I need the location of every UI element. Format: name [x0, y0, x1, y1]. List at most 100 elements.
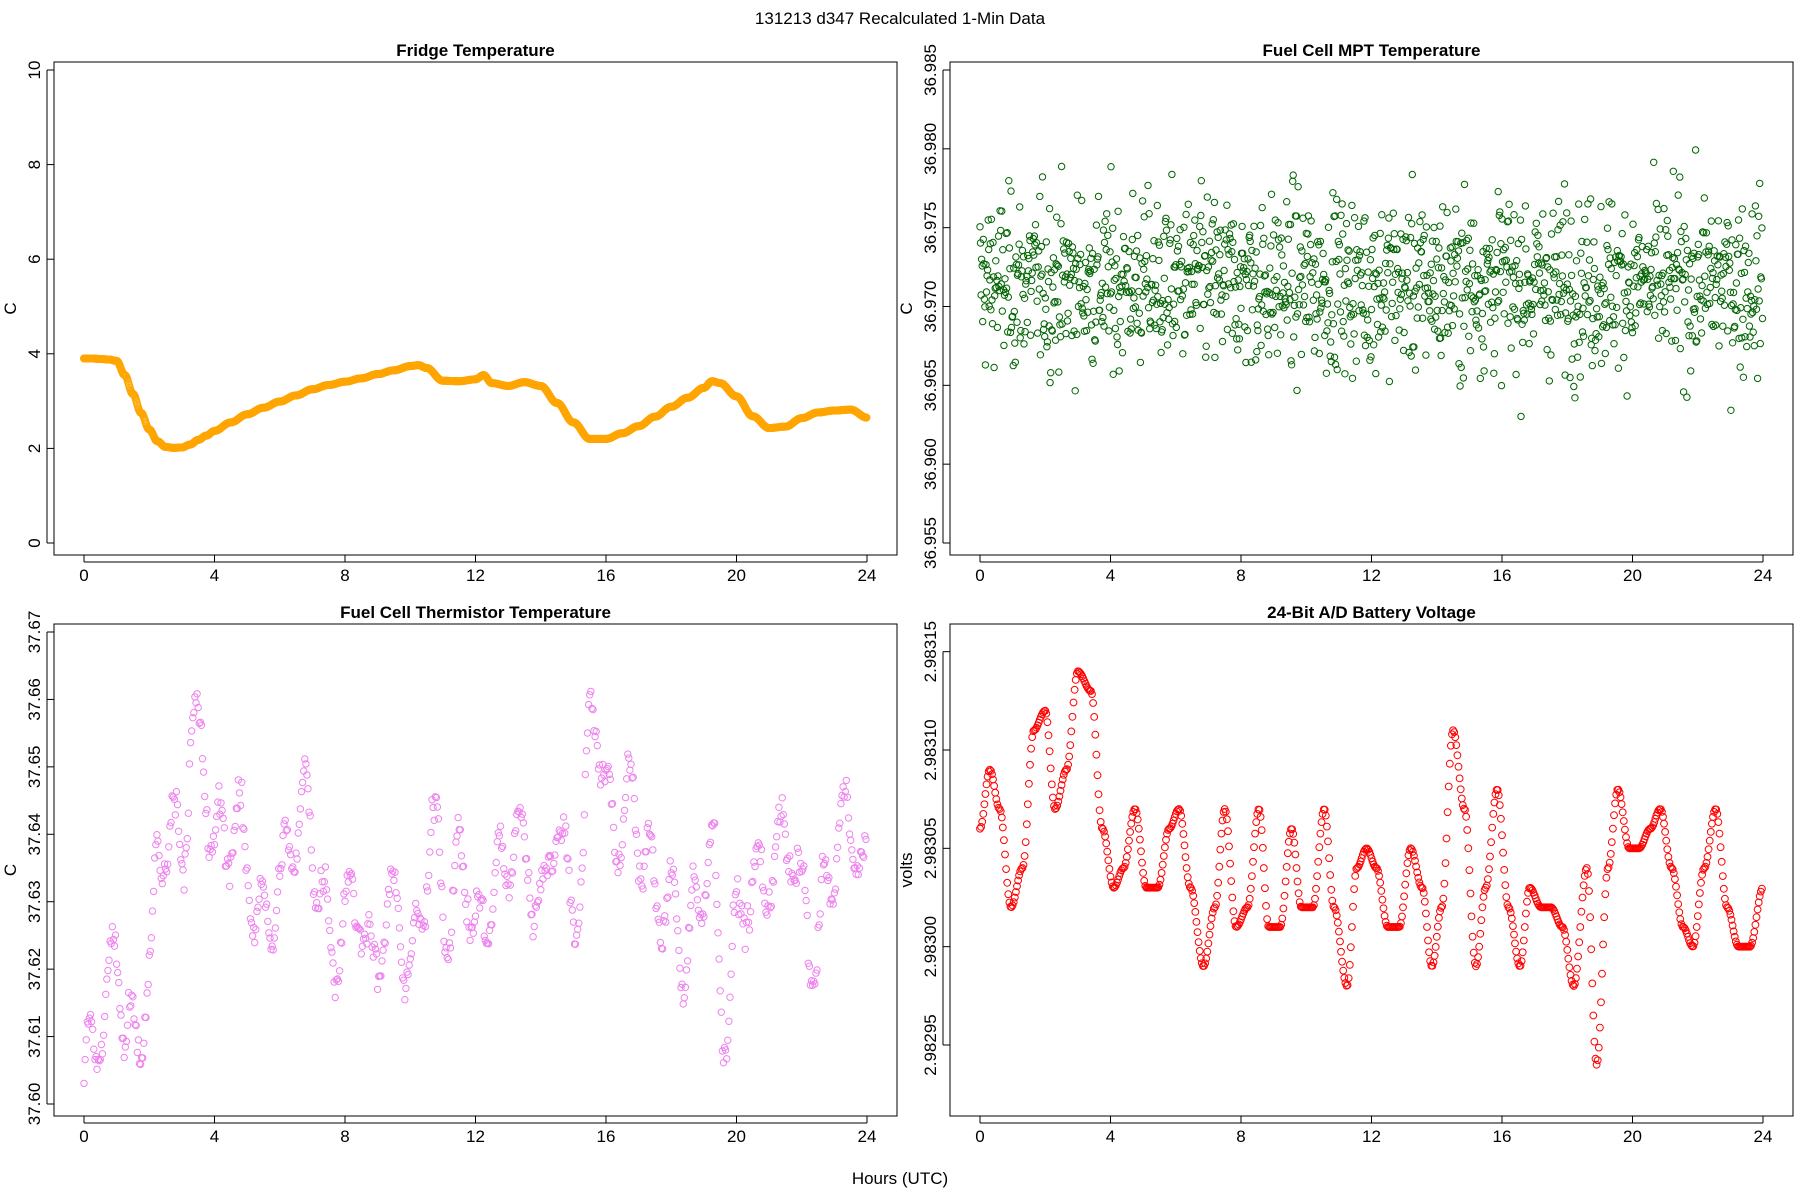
data-point [1706, 828, 1715, 836]
data-point [1576, 373, 1585, 381]
data-point [1734, 250, 1742, 258]
data-point [1298, 281, 1307, 289]
data-point [1089, 699, 1097, 707]
data-point [1597, 998, 1605, 1007]
data-point [1177, 811, 1186, 820]
data-point [1713, 810, 1722, 818]
data-point [1173, 247, 1182, 255]
x-tick-label: 12 [466, 1127, 485, 1146]
data-point [1316, 237, 1325, 246]
data-point [1637, 842, 1646, 851]
data-point [1431, 943, 1440, 951]
data-point [1212, 246, 1220, 254]
data-point [1459, 374, 1468, 382]
data-point [643, 824, 651, 832]
data-point [1099, 313, 1107, 322]
data-point [1619, 817, 1628, 825]
data-point [1130, 294, 1138, 302]
data-point [844, 814, 853, 822]
data-point [698, 919, 706, 928]
data-point [1379, 293, 1387, 301]
data-point [379, 946, 387, 954]
data-point [1109, 224, 1117, 232]
data-point [1090, 713, 1099, 721]
data-point [529, 933, 537, 941]
data-point [1729, 288, 1738, 297]
data-point [1315, 241, 1323, 249]
data-point [1340, 974, 1349, 982]
data-point [1167, 221, 1175, 229]
data-point [1467, 292, 1476, 300]
data-point [771, 843, 780, 851]
data-point [1248, 306, 1257, 314]
data-point [93, 1065, 101, 1074]
data-point [1280, 891, 1289, 900]
data-point [147, 934, 156, 942]
data-point [1321, 811, 1330, 820]
data-point [1338, 200, 1346, 208]
data-point [1566, 297, 1575, 305]
data-point [1181, 279, 1190, 287]
data-point [103, 975, 111, 983]
data-point [1589, 275, 1598, 284]
data-point [211, 826, 220, 834]
data-point [1229, 238, 1237, 247]
data-point [1605, 858, 1614, 867]
data-point [131, 1020, 139, 1029]
data-point [677, 983, 685, 992]
data-point [1294, 889, 1303, 898]
data-point [87, 1017, 96, 1026]
data-point [1312, 884, 1320, 893]
data-point [390, 876, 398, 885]
data-point [1010, 893, 1019, 902]
data-point [728, 942, 736, 951]
data-point [1520, 316, 1529, 324]
data-point [203, 806, 211, 814]
data-point [1593, 1056, 1602, 1065]
data-point [1322, 276, 1330, 284]
data-point [432, 793, 441, 802]
data-point [471, 912, 480, 920]
data-point [1504, 319, 1512, 327]
data-point [1014, 261, 1023, 269]
data-point [1238, 249, 1247, 258]
data-point [1128, 287, 1136, 295]
data-point [1238, 222, 1246, 231]
data-point [1620, 353, 1628, 362]
data-point [1745, 249, 1753, 258]
data-point [1373, 320, 1382, 329]
data-point [1214, 233, 1222, 242]
data-point [277, 864, 285, 873]
data-point [1549, 209, 1557, 217]
data-point [1731, 322, 1739, 331]
data-point [1436, 907, 1444, 916]
data-point [539, 875, 547, 883]
data-point [1187, 267, 1196, 276]
data-point [1621, 825, 1629, 834]
data-point [1591, 1054, 1600, 1063]
data-point [571, 940, 580, 948]
data-point [531, 902, 539, 910]
data-point [1712, 321, 1720, 329]
data-point [979, 317, 987, 326]
data-point [842, 776, 850, 785]
data-point [1255, 292, 1264, 301]
data-point [1702, 859, 1711, 867]
data-point [1453, 751, 1462, 760]
data-point [1484, 256, 1492, 265]
data-point [980, 800, 989, 809]
data-point [831, 885, 840, 893]
data-point [1003, 878, 1012, 887]
data-point [516, 804, 524, 812]
data-point [1650, 239, 1659, 247]
data-point [1539, 286, 1548, 294]
data-point [1166, 824, 1175, 832]
data-point [817, 875, 825, 884]
data-point [1662, 329, 1670, 338]
data-point [1161, 217, 1170, 226]
data-point [1586, 913, 1594, 922]
data-point [1277, 234, 1285, 242]
data-point [1008, 901, 1017, 910]
data-point [737, 910, 745, 918]
data-point [1216, 226, 1225, 234]
